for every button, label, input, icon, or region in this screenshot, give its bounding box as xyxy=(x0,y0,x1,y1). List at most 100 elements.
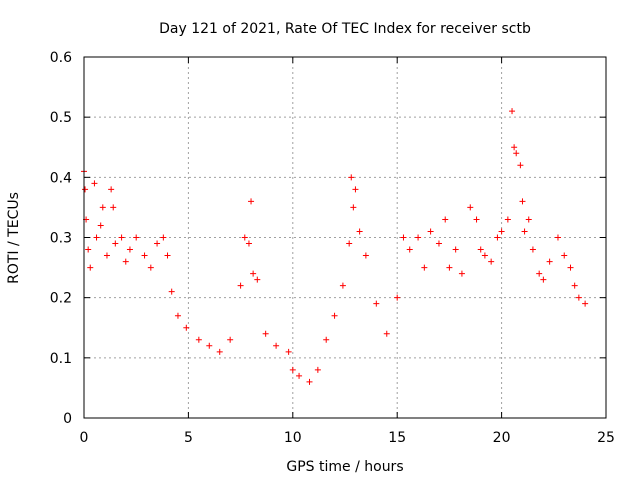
data-point xyxy=(383,330,390,337)
data-point xyxy=(575,294,582,301)
x-tick-label: 0 xyxy=(80,430,89,446)
data-point xyxy=(540,276,547,283)
data-point xyxy=(99,204,106,211)
data-point xyxy=(87,264,94,271)
x-axis-label: GPS time / hours xyxy=(286,459,403,475)
data-point xyxy=(494,234,501,241)
data-point xyxy=(273,342,280,349)
data-point xyxy=(160,234,167,241)
data-point xyxy=(237,282,244,289)
data-point xyxy=(133,234,140,241)
data-point xyxy=(206,342,213,349)
data-point xyxy=(554,234,561,241)
data-point xyxy=(174,312,181,319)
data-point xyxy=(529,246,536,253)
data-point xyxy=(348,174,355,181)
y-tick-label: 0 xyxy=(63,411,72,427)
data-point xyxy=(285,348,292,355)
data-point xyxy=(339,282,346,289)
data-point xyxy=(400,234,407,241)
data-point xyxy=(248,198,255,205)
data-point xyxy=(477,246,484,253)
data-point xyxy=(168,288,175,295)
y-tick-label: 0.2 xyxy=(50,291,72,307)
data-point xyxy=(571,282,578,289)
data-point xyxy=(195,336,202,343)
data-point xyxy=(513,150,520,157)
data-point xyxy=(183,324,190,331)
data-point xyxy=(582,300,589,307)
y-tick-label: 0.6 xyxy=(50,50,72,66)
y-tick-label: 0.5 xyxy=(50,110,72,126)
data-point xyxy=(97,222,104,229)
x-tick-label: 5 xyxy=(184,430,193,446)
x-tick-label: 10 xyxy=(284,430,302,446)
data-point xyxy=(118,234,125,241)
data-point xyxy=(536,270,543,277)
data-point xyxy=(241,234,248,241)
data-point xyxy=(546,258,553,265)
data-point xyxy=(473,216,480,223)
data-point xyxy=(93,234,100,241)
data-point xyxy=(394,294,401,301)
data-point xyxy=(446,264,453,271)
data-point xyxy=(350,204,357,211)
data-point xyxy=(435,240,442,247)
data-point xyxy=(346,240,353,247)
data-point xyxy=(331,312,338,319)
plot-area-border xyxy=(83,56,607,419)
data-point xyxy=(112,240,119,247)
data-point xyxy=(110,204,117,211)
data-point xyxy=(421,264,428,271)
data-point xyxy=(82,186,89,193)
data-point xyxy=(561,252,568,259)
data-point xyxy=(509,108,516,115)
data-point xyxy=(467,204,474,211)
data-point xyxy=(250,270,257,277)
data-point xyxy=(517,162,524,169)
y-tick-label: 0.4 xyxy=(50,170,72,186)
data-point xyxy=(521,228,528,235)
data-points xyxy=(81,108,589,385)
data-point xyxy=(362,252,369,259)
data-point xyxy=(427,228,434,235)
data-point xyxy=(442,216,449,223)
data-point xyxy=(504,216,511,223)
data-point xyxy=(567,264,574,271)
x-tick-label: 20 xyxy=(493,430,511,446)
x-tick-label: 15 xyxy=(388,430,406,446)
data-point xyxy=(262,330,269,337)
y-tick-label: 0.1 xyxy=(50,351,72,367)
data-point xyxy=(254,276,261,283)
data-point xyxy=(306,378,313,385)
data-point xyxy=(498,228,505,235)
data-point xyxy=(289,366,296,373)
data-point xyxy=(525,216,532,223)
data-point xyxy=(314,366,321,373)
data-point xyxy=(91,180,98,187)
data-point xyxy=(122,258,129,265)
data-point xyxy=(147,264,154,271)
data-point xyxy=(452,246,459,253)
grid xyxy=(84,57,606,418)
y-tick-label: 0.3 xyxy=(50,231,72,247)
data-point xyxy=(141,252,148,259)
x-tick-label: 25 xyxy=(597,430,615,446)
data-point xyxy=(154,240,161,247)
data-point xyxy=(481,252,488,259)
data-point xyxy=(103,252,110,259)
chart-title: Day 121 of 2021, Rate Of TEC Index for r… xyxy=(159,21,531,37)
data-point xyxy=(126,246,133,253)
y-axis-label: ROTI / TECUs xyxy=(6,192,22,284)
data-point xyxy=(352,186,359,193)
data-point xyxy=(164,252,171,259)
data-point xyxy=(356,228,363,235)
data-point xyxy=(415,234,422,241)
data-point xyxy=(373,300,380,307)
data-point xyxy=(245,240,252,247)
data-point xyxy=(227,336,234,343)
data-point xyxy=(488,258,495,265)
data-point xyxy=(511,144,518,151)
data-point xyxy=(406,246,413,253)
